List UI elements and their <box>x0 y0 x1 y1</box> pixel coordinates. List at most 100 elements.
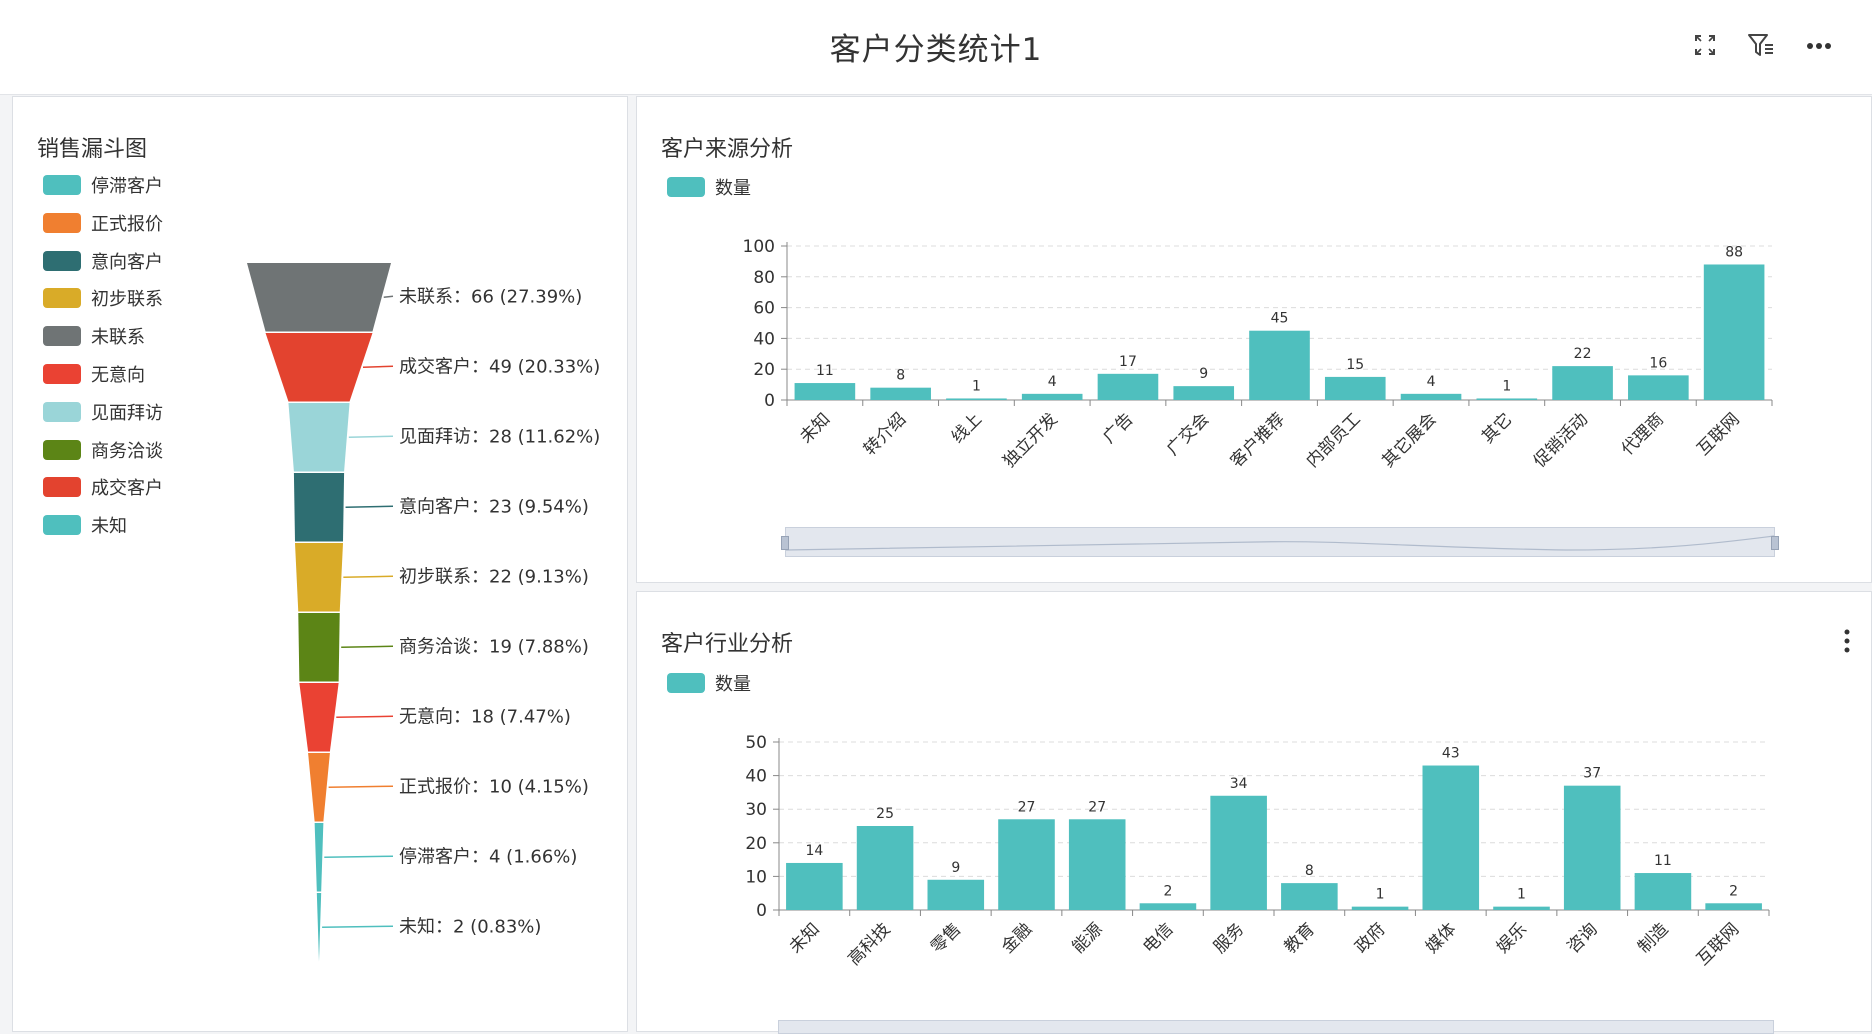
funnel-chart: 未联系：66 (27.39%) 成交客户：49 (20.33%) 见面拜访：28 (… <box>247 263 600 962</box>
x-tick-label: 娱乐 <box>1493 919 1531 957</box>
x-tick-label: 代理商 <box>1618 409 1668 459</box>
x-tick-label: 未知 <box>796 409 834 447</box>
funnel-legend-item[interactable]: 未知 <box>43 514 127 538</box>
fullscreen-icon[interactable] <box>1688 28 1722 62</box>
funnel-segment <box>265 333 373 402</box>
funnel-label-line <box>328 785 394 788</box>
x-tick-label: 其它展会 <box>1378 409 1440 471</box>
vertical-dots-icon[interactable] <box>1841 628 1853 654</box>
bar-value-label: 9 <box>951 860 960 876</box>
source-panel-title: 客户来源分析 <box>661 137 794 162</box>
x-tick-label: 其它 <box>1478 409 1516 447</box>
funnel-label-line <box>383 295 394 298</box>
legend-label: 未联系 <box>91 327 145 349</box>
bar <box>1021 393 1083 400</box>
x-tick-label: 独立开发 <box>1000 409 1062 471</box>
filter-icon[interactable] <box>1744 28 1778 62</box>
funnel-stage-label: 意向客户：23 (9.54%) <box>399 496 589 517</box>
bar-value-label: 9 <box>1199 366 1208 382</box>
bar-value-label: 45 <box>1271 311 1289 327</box>
funnel-label-line <box>341 645 394 648</box>
bar <box>1422 765 1480 910</box>
source-bar-chart: 0 20 40 60 80 100 11 未知 8 转介绍 1 线上 4 独立开发 17 广告 9 广交会 45 客户… <box>743 237 1773 472</box>
funnel-stage-label: 停滞客户：4 (1.66%) <box>399 846 577 867</box>
legend-swatch <box>43 401 81 422</box>
y-tick-label: 40 <box>753 329 775 349</box>
bar <box>1249 330 1310 400</box>
x-tick-label: 互联网 <box>1693 919 1743 969</box>
slider-preview <box>786 535 1774 551</box>
funnel-legend-item[interactable]: 商务洽谈 <box>43 439 163 462</box>
y-tick-label: 40 <box>745 767 767 787</box>
x-tick-label: 零售 <box>927 919 965 957</box>
funnel-stage-label: 未知：2 (0.83%) <box>399 916 541 937</box>
slider-handle-right[interactable] <box>1771 536 1779 550</box>
x-tick-label: 媒体 <box>1422 919 1460 957</box>
funnel-stage-label: 商务洽谈：19 (7.88%) <box>399 636 589 657</box>
funnel-legend-item[interactable]: 成交客户 <box>43 476 163 499</box>
funnel-panel-title: 销售漏斗图 <box>37 137 148 162</box>
x-tick-label: 高科技 <box>844 919 894 969</box>
funnel-segment <box>308 753 330 822</box>
bar-value-label: 27 <box>1088 799 1106 815</box>
funnel-segment <box>298 613 340 682</box>
source-zoom-slider[interactable] <box>781 527 1779 557</box>
y-tick-label: 30 <box>745 800 767 820</box>
funnel-legend-item[interactable]: 无意向 <box>43 363 145 386</box>
source-legend-item[interactable]: 数量 <box>667 176 751 199</box>
industry-panel: 客户行业分析 数量 0 10 20 30 40 50 14 未知 25 高科技 9 零售 27 金融 27 能… <box>636 591 1872 1034</box>
bar-value-label: 2 <box>1163 883 1172 899</box>
more-icon[interactable] <box>1802 28 1836 62</box>
legend-label: 正式报价 <box>91 213 163 235</box>
bar <box>1068 819 1126 910</box>
bar-value-label: 43 <box>1442 746 1460 762</box>
y-tick-label: 0 <box>756 901 767 921</box>
y-tick-label: 50 <box>745 733 767 753</box>
funnel-legend-item[interactable]: 停滞客户 <box>43 174 163 197</box>
bar-value-label: 1 <box>1502 378 1511 394</box>
legend-swatch <box>43 175 81 195</box>
industry-legend-item[interactable]: 数量 <box>667 672 751 695</box>
legend-swatch <box>43 250 81 271</box>
bar <box>1210 795 1267 910</box>
bar <box>1281 883 1338 910</box>
legend-swatch <box>43 326 81 347</box>
bar-value-label: 17 <box>1119 354 1137 370</box>
funnel-legend-item[interactable]: 意向客户 <box>43 250 163 273</box>
legend-swatch <box>43 212 81 233</box>
funnel-segment <box>288 403 350 472</box>
legend-swatch <box>43 515 81 536</box>
funnel-stage-label: 正式报价：10 (4.15%) <box>399 776 589 797</box>
x-tick-label: 未知 <box>786 919 824 957</box>
bar <box>1476 398 1538 400</box>
funnel-label-line <box>345 505 394 508</box>
industry-bar-chart: 0 10 20 30 40 50 14 未知 25 高科技 9 零售 27 金融 27 能源 2 电信 34 服务 8 教… <box>745 733 1770 970</box>
funnel-legend-item[interactable]: 初步联系 <box>43 287 163 310</box>
bar <box>1703 264 1765 400</box>
y-tick-label: 60 <box>753 299 775 319</box>
funnel-legend-item[interactable]: 正式报价 <box>43 212 163 235</box>
x-tick-label: 政府 <box>1351 919 1389 957</box>
x-tick-label: 广告 <box>1099 409 1137 447</box>
bar <box>1324 376 1386 400</box>
legend-swatch <box>43 477 81 498</box>
legend-label: 无意向 <box>91 365 145 386</box>
bar-value-label: 4 <box>1048 374 1057 390</box>
bar <box>786 862 843 910</box>
bar-value-label: 1 <box>1517 887 1526 903</box>
slider-handle-left[interactable] <box>781 536 789 550</box>
bar-value-label: 25 <box>876 806 894 822</box>
funnel-legend-item[interactable]: 见面拜访 <box>43 401 163 424</box>
y-tick-label: 20 <box>753 360 775 380</box>
legend-swatch <box>43 288 81 309</box>
x-tick-label: 内部员工 <box>1303 409 1365 471</box>
legend-label: 未知 <box>91 516 127 538</box>
x-tick-label: 线上 <box>948 409 986 447</box>
y-tick-label: 100 <box>743 237 775 257</box>
top-bar: 客户分类统计1 <box>0 0 1872 95</box>
x-tick-label: 服务 <box>1210 919 1248 957</box>
funnel-segment <box>314 823 324 892</box>
industry-panel-title: 客户行业分析 <box>661 632 794 657</box>
funnel-legend-item[interactable]: 未联系 <box>43 325 145 349</box>
legend-label: 停滞客户 <box>91 176 163 197</box>
